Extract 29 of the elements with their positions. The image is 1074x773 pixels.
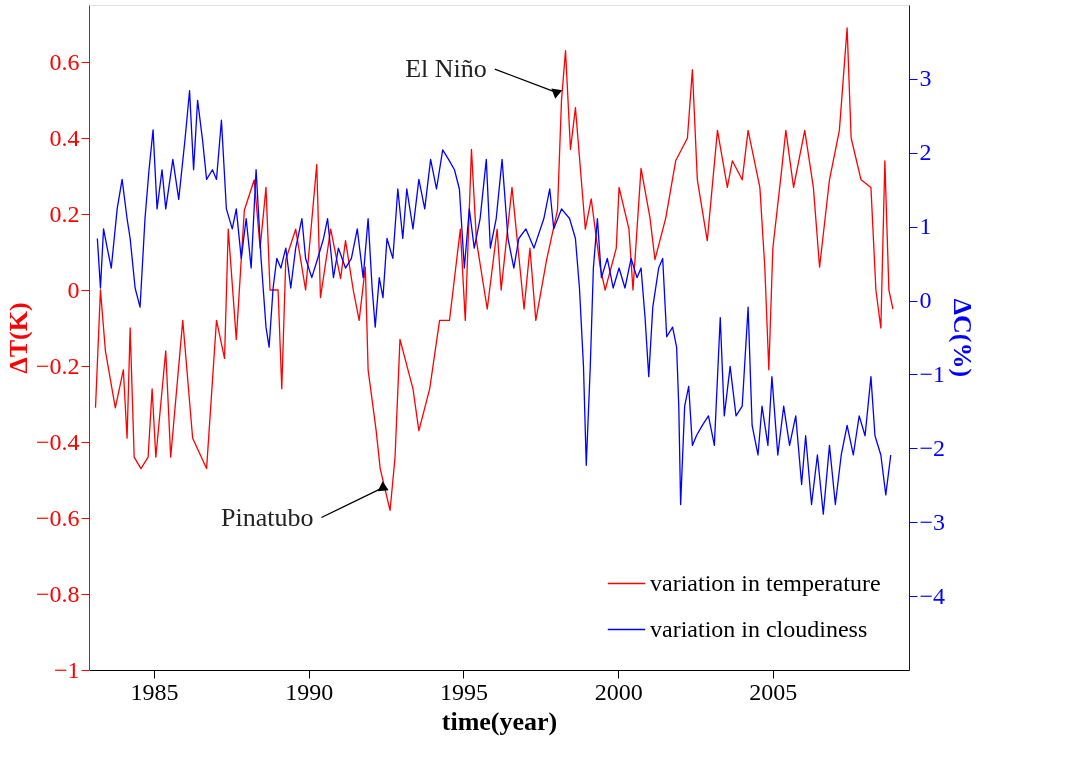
y-tick-label: 0 [67, 276, 80, 303]
legend-label: variation in cloudiness [650, 615, 868, 642]
x-tick-label: 1985 [130, 678, 179, 705]
x-tick-label: 2005 [749, 678, 798, 705]
annotation: El Niño [405, 54, 487, 84]
y-tick-label: −0.6 [35, 504, 80, 531]
y2-tick-label: −4 [919, 582, 946, 609]
y2-tick-label: −2 [919, 434, 946, 461]
y-tick-label: 0.4 [49, 124, 80, 151]
y2-tick-label: 0 [919, 287, 932, 314]
x-tick-label: 2000 [594, 678, 643, 705]
y2-axis-title: ΔC(%) [948, 298, 978, 378]
annotation: Pinatubo [221, 502, 314, 532]
y-tick-label: −1 [53, 656, 80, 683]
y2-tick-label: 2 [919, 139, 932, 166]
y-axis-title: ΔT(K) [3, 302, 33, 374]
y2-tick-label: 3 [919, 65, 932, 92]
y-tick-label: −0.4 [35, 428, 80, 455]
x-axis-title: time(year) [441, 706, 558, 736]
y-tick-label: −0.8 [35, 580, 80, 607]
y2-tick-label: −3 [919, 508, 946, 535]
x-tick-label: 1990 [285, 678, 334, 705]
y-tick-label: 0.6 [49, 48, 80, 75]
x-tick-label: 1995 [439, 678, 488, 705]
y2-tick-label: −1 [919, 360, 946, 387]
y-tick-label: 0.2 [49, 200, 80, 227]
y-tick-label: −0.2 [35, 352, 80, 379]
y2-tick-label: 1 [919, 213, 932, 240]
legend-label: variation in temperature [650, 569, 881, 596]
